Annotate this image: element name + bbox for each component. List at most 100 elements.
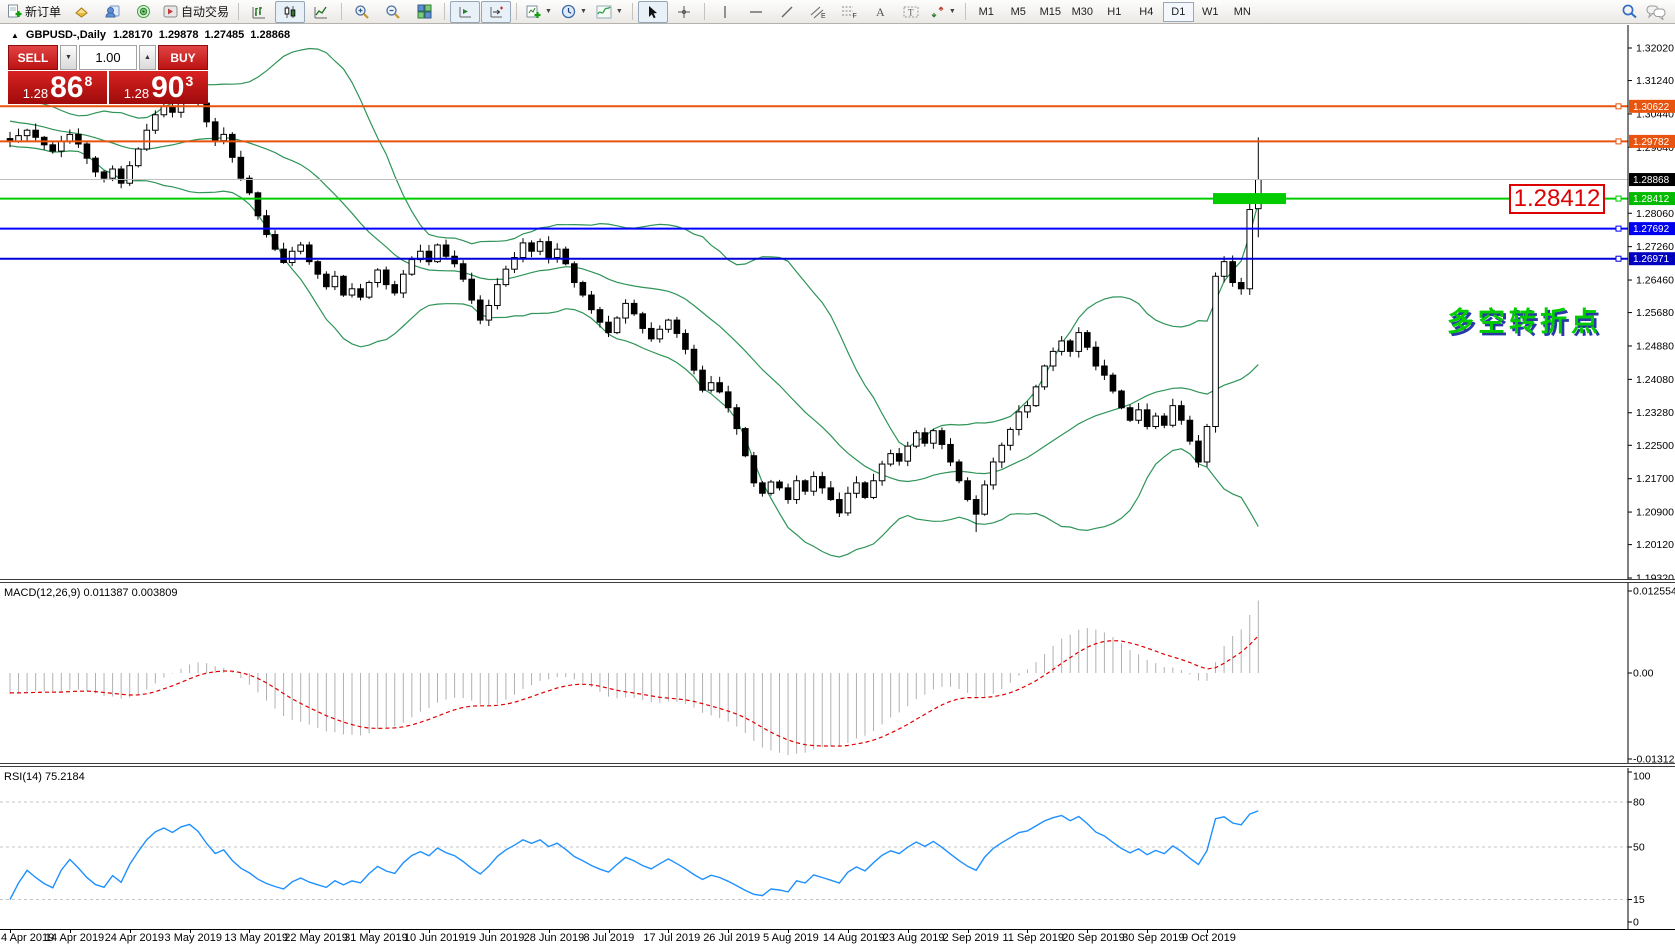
macd-signal-line: [9, 635, 1259, 747]
text-label-tool-button[interactable]: T: [896, 1, 926, 23]
volume-increase-button[interactable]: ▲: [139, 45, 156, 70]
tile-windows-button[interactable]: [409, 1, 439, 23]
timeframe-button-W1[interactable]: W1: [1202, 5, 1219, 18]
navigator-button[interactable]: [97, 1, 127, 23]
price-axis-label: 1.24880: [1636, 340, 1674, 352]
zoom-out-button[interactable]: [378, 1, 408, 23]
price-callout-box[interactable]: 1.28412: [1509, 184, 1605, 214]
hline-1-28412-handle[interactable]: [1615, 195, 1622, 202]
timeframe-button-M1[interactable]: M1: [978, 5, 994, 18]
auto-scroll-button[interactable]: [450, 0, 481, 23]
auto-trading-button[interactable]: 自动交易: [159, 1, 233, 23]
signal-button[interactable]: [128, 1, 158, 23]
candle-body: [742, 428, 749, 457]
horizontal-line-tool-button[interactable]: [741, 1, 771, 23]
green-highlight-rectangle[interactable]: [1213, 193, 1286, 205]
candle-body: [690, 348, 698, 371]
macd-background: [0, 583, 1675, 763]
date-axis-tick: [488, 930, 490, 933]
text-tool-button[interactable]: A: [865, 1, 895, 23]
macd-indicator-label: MACD(12,26,9) 0.011387 0.003809: [4, 587, 178, 599]
date-axis-tick: [668, 930, 670, 933]
price-axis-label: 1.20900: [1636, 507, 1674, 519]
chat-icon[interactable]: [1646, 4, 1666, 20]
buy-price-tile[interactable]: 1.28 90 3: [109, 71, 208, 104]
volume-decrease-button[interactable]: ▼: [60, 45, 77, 70]
candle-body: [1160, 415, 1168, 426]
indicators-dropdown-button[interactable]: ▼: [592, 1, 627, 23]
bar-chart-mode-button[interactable]: [244, 1, 274, 23]
candle-body: [49, 144, 57, 152]
timeframe-button-D1[interactable]: D1: [1162, 1, 1194, 22]
candle-body: [947, 443, 954, 463]
period-dropdown-button[interactable]: ▼: [557, 1, 591, 23]
chart-window-button[interactable]: [66, 1, 96, 23]
date-axis-tick: [608, 930, 610, 933]
hline-1-29782-handle[interactable]: [1615, 138, 1622, 145]
dropdown-caret-icon: ▼: [948, 8, 956, 15]
candle-body: [836, 499, 843, 514]
candle-body: [579, 282, 587, 296]
search-icon[interactable]: [1621, 3, 1638, 20]
price-axis-label: 1.26460: [1636, 275, 1674, 287]
candle-body: [494, 284, 501, 306]
timeframe-button-MN[interactable]: MN: [1233, 5, 1251, 18]
timeframe-button-H4[interactable]: H4: [1139, 5, 1154, 18]
hline-1-30622-handle[interactable]: [1615, 103, 1622, 110]
vertical-line-tool-button[interactable]: [710, 1, 740, 23]
macd-axis-label: 0.012554: [1633, 586, 1675, 598]
candle-body: [545, 241, 552, 258]
candle-body: [1024, 405, 1031, 413]
candle-body: [528, 242, 535, 252]
chart-shift-button[interactable]: [481, 0, 512, 23]
sell-button[interactable]: SELL: [8, 45, 58, 70]
pane-separator[interactable]: [0, 579, 1675, 583]
pane-separator[interactable]: [0, 763, 1675, 767]
new-chart-button[interactable]: ▼: [522, 1, 556, 23]
turning-point-annotation[interactable]: 多空转折点: [1447, 307, 1602, 337]
ohlc-close: 1.28868: [250, 29, 291, 41]
new-order-button[interactable]: 新订单: [3, 1, 65, 23]
fibonacci-icon: F: [841, 6, 857, 19]
current-bid-line-badge: [1629, 173, 1675, 187]
timeframe-button-M15[interactable]: M15: [1039, 5, 1061, 18]
toolbar-separator: [238, 3, 240, 20]
cursor-tool-button[interactable]: [637, 0, 668, 23]
candle-body: [972, 499, 980, 515]
candle-body: [1220, 261, 1228, 277]
ohlc-open: 1.28170: [113, 29, 153, 41]
zoom-in-button[interactable]: [347, 1, 377, 23]
hline-1-27692-handle[interactable]: [1615, 225, 1622, 232]
fibonacci-tool-button[interactable]: F: [834, 1, 864, 23]
line-chart-mode-button[interactable]: [306, 1, 336, 23]
volume-input[interactable]: 1.00: [79, 45, 137, 70]
rsi-value: 75.2184: [44, 771, 85, 783]
candlestick-mode-button[interactable]: [275, 0, 306, 23]
buy-button[interactable]: BUY: [158, 45, 208, 70]
candle-body: [1041, 365, 1048, 388]
channel-tool-button[interactable]: E: [803, 1, 833, 23]
candle-body: [759, 482, 766, 494]
candle-body: [280, 248, 287, 264]
candle-body: [707, 382, 715, 391]
date-axis[interactable]: 4 Apr 2019 14 Apr 2019 24 Apr 2019 3 May 20…: [0, 929, 1675, 946]
trendline-tool-button[interactable]: [772, 1, 802, 23]
main-toolbar: 新订单 自动交易 ▼ ▼: [0, 0, 1675, 24]
sell-price-prefix: 1.28: [22, 85, 49, 101]
arrows-dropdown-button[interactable]: ▼: [927, 1, 960, 23]
crosshair-tool-button[interactable]: [669, 1, 699, 23]
collapse-arrow-icon[interactable]: ▲: [11, 30, 19, 40]
timeframe-button-M30[interactable]: M30: [1071, 5, 1093, 18]
candlestick-icon: [284, 5, 296, 18]
date-axis-label: 24 Apr 2019: [104, 932, 165, 944]
bar-chart-icon: [252, 6, 266, 18]
timeframe-button-H1[interactable]: H1: [1107, 5, 1122, 18]
price-axis-label: 1.25680: [1636, 307, 1674, 319]
price-axis-label: 1.24080: [1636, 374, 1674, 386]
new-order-icon: [8, 4, 22, 18]
sell-price-tile[interactable]: 1.28 86 8: [8, 71, 107, 104]
candle-body: [348, 288, 356, 296]
date-axis-tick: [369, 930, 371, 933]
hline-1-26971-handle[interactable]: [1615, 255, 1622, 262]
timeframe-button-M5[interactable]: M5: [1010, 5, 1026, 18]
